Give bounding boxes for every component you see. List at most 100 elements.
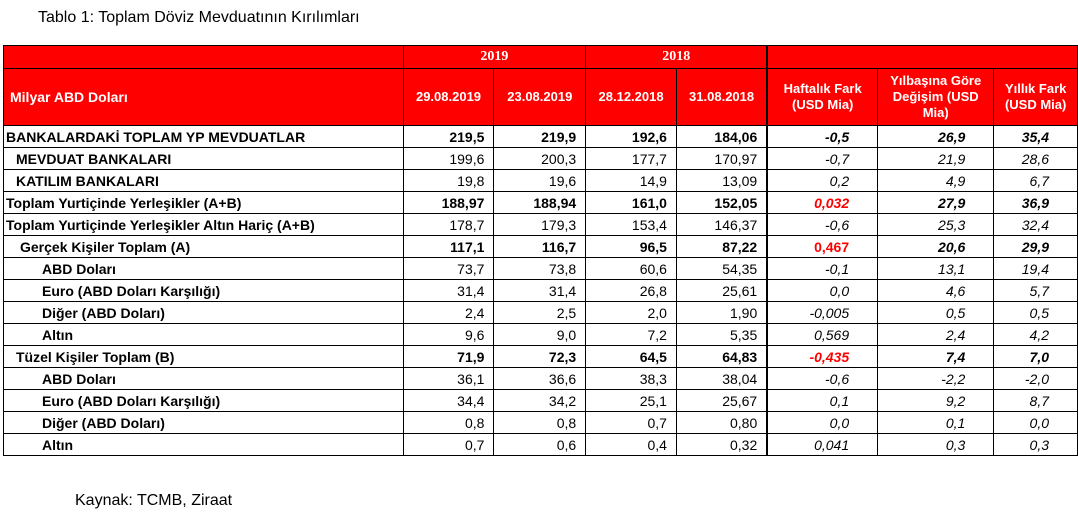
cell-value: 64,83: [675, 345, 768, 368]
cell-ytd: 25,3: [877, 213, 995, 236]
cell-value: 25,61: [675, 279, 768, 302]
cell-value: 200,3: [493, 147, 587, 170]
cell-value: 2,5: [493, 301, 587, 324]
cell-value: 96,5: [585, 235, 677, 258]
cell-value: 188,94: [493, 191, 587, 214]
row-label: Altın: [3, 433, 404, 456]
cell-ytd: 20,6: [877, 235, 995, 258]
table-title: Tablo 1: Toplam Döviz Mevduatının Kırılı…: [38, 9, 360, 26]
cell-weekly: -0,005: [766, 301, 879, 324]
cell-ytd: 4,9: [877, 169, 995, 192]
table-row: ABD Doları 73,7 73,8 60,6 54,35 -0,1 13,…: [3, 257, 1078, 280]
row-label: MEVDUAT BANKALARI: [3, 147, 404, 170]
cell-value: 31,4: [493, 279, 587, 302]
row-label: Diğer (ABD Doları): [3, 411, 404, 434]
cell-yearly: -2,0: [993, 367, 1078, 390]
cell-value: 64,5: [585, 345, 677, 368]
row-label: Euro (ABD Doları Karşılığı): [3, 389, 404, 412]
cell-value: 117,1: [402, 235, 495, 258]
table-row: KATILIM BANKALARI 19,8 19,6 14,9 13,09 0…: [3, 169, 1078, 192]
cell-value: 192,6: [585, 125, 677, 148]
table-row: Toplam Yurtiçinde Yerleşikler Altın Hari…: [3, 213, 1078, 236]
col-ytd-change: Yılbaşına Göre Değişim (USD Mia): [877, 68, 995, 126]
cell-value: 0,6: [493, 433, 587, 456]
row-label: ABD Doları: [3, 257, 404, 280]
cell-value: 184,06: [675, 125, 768, 148]
cell-value: 7,2: [585, 323, 677, 346]
cell-value: 14,9: [585, 169, 677, 192]
cell-ytd: 26,9: [877, 125, 995, 148]
cell-value: 36,6: [493, 367, 587, 390]
row-label: KATILIM BANKALARI: [3, 169, 404, 192]
row-label: BANKALARDAKİ TOPLAM YP MEVDUATLAR: [3, 125, 404, 148]
cell-ytd: 0,3: [877, 433, 995, 456]
cell-yearly: 35,4: [993, 125, 1078, 148]
table-row: Gerçek Kişiler Toplam (A) 117,1 116,7 96…: [3, 235, 1078, 258]
cell-ytd: 4,6: [877, 279, 995, 302]
cell-value: 0,32: [675, 433, 768, 456]
year-header-blank: [3, 45, 404, 69]
cell-value: 0,7: [585, 411, 677, 434]
cell-weekly: 0,032: [766, 191, 879, 214]
cell-weekly: 0,467: [766, 235, 879, 258]
year-header-row: 2019 2018: [3, 45, 1078, 69]
cell-ytd: 7,4: [877, 345, 995, 368]
cell-value: 2,4: [402, 301, 495, 324]
year-2019-header: 2019: [402, 45, 587, 69]
row-label: Toplam Yurtiçinde Yerleşikler Altın Hari…: [3, 213, 404, 236]
cell-value: 26,8: [585, 279, 677, 302]
cell-yearly: 36,9: [993, 191, 1078, 214]
cell-weekly: 0,0: [766, 279, 879, 302]
cell-weekly: -0,7: [766, 147, 879, 170]
cell-value: 25,67: [675, 389, 768, 412]
table-row: Tüzel Kişiler Toplam (B) 71,9 72,3 64,5 …: [3, 345, 1078, 368]
table-row: Euro (ABD Doları Karşılığı) 34,4 34,2 25…: [3, 389, 1078, 412]
col-yearly-change: Yıllık Fark (USD Mia): [993, 68, 1078, 126]
cell-weekly: -0,6: [766, 367, 879, 390]
cell-value: 54,35: [675, 257, 768, 280]
cell-yearly: 6,7: [993, 169, 1078, 192]
cell-value: 152,05: [675, 191, 768, 214]
cell-weekly: 0,1: [766, 389, 879, 412]
col-date-3: 28.12.2018: [585, 68, 677, 126]
unit-label: Milyar ABD Doları: [3, 68, 404, 126]
cell-yearly: 7,0: [993, 345, 1078, 368]
row-label: Diğer (ABD Doları): [3, 301, 404, 324]
cell-value: 38,04: [675, 367, 768, 390]
cell-value: 13,09: [675, 169, 768, 192]
cell-value: 9,0: [493, 323, 587, 346]
cell-value: 116,7: [493, 235, 587, 258]
cell-yearly: 5,7: [993, 279, 1078, 302]
cell-value: 31,4: [402, 279, 495, 302]
column-header-row: Milyar ABD Doları 29.08.2019 23.08.2019 …: [3, 68, 1078, 126]
cell-weekly: 0,569: [766, 323, 879, 346]
cell-value: 19,8: [402, 169, 495, 192]
cell-value: 73,8: [493, 257, 587, 280]
cell-value: 25,1: [585, 389, 677, 412]
cell-value: 38,3: [585, 367, 677, 390]
cell-weekly: -0,5: [766, 125, 879, 148]
row-label: Tüzel Kişiler Toplam (B): [3, 345, 404, 368]
cell-ytd: 0,5: [877, 301, 995, 324]
cell-value: 9,6: [402, 323, 495, 346]
cell-weekly: -0,1: [766, 257, 879, 280]
cell-value: 19,6: [493, 169, 587, 192]
cell-value: 34,4: [402, 389, 495, 412]
change-header-blank: [766, 45, 1078, 69]
table-row: Diğer (ABD Doları) 2,4 2,5 2,0 1,90 -0,0…: [3, 301, 1078, 324]
cell-value: 36,1: [402, 367, 495, 390]
year-2018-header: 2018: [585, 45, 768, 69]
row-label: Gerçek Kişiler Toplam (A): [3, 235, 404, 258]
cell-ytd: 2,4: [877, 323, 995, 346]
cell-yearly: 0,5: [993, 301, 1078, 324]
cell-yearly: 32,4: [993, 213, 1078, 236]
row-label: Euro (ABD Doları Karşılığı): [3, 279, 404, 302]
cell-weekly: -0,6: [766, 213, 879, 236]
table-row: BANKALARDAKİ TOPLAM YP MEVDUATLAR 219,5 …: [3, 125, 1078, 148]
cell-value: 219,9: [493, 125, 587, 148]
cell-value: 0,8: [493, 411, 587, 434]
cell-weekly: 0,041: [766, 433, 879, 456]
table-row: MEVDUAT BANKALARI 199,6 200,3 177,7 170,…: [3, 147, 1078, 170]
table-row: ABD Doları 36,1 36,6 38,3 38,04 -0,6 -2,…: [3, 367, 1078, 390]
cell-value: 199,6: [402, 147, 495, 170]
